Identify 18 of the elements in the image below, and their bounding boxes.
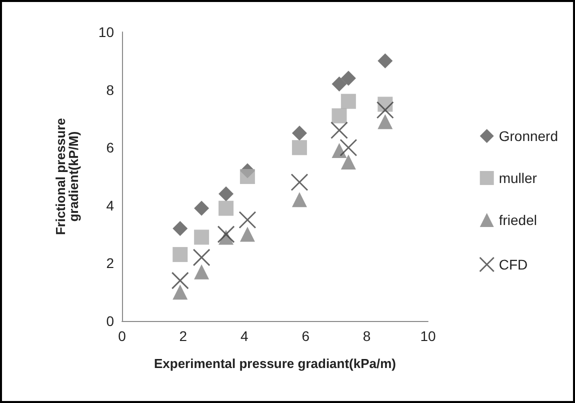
legend-label: muller: [498, 170, 538, 186]
x-tick-label: 2: [179, 328, 188, 344]
x-axis-title: Experimental pressure gradiant(kPa/m): [154, 356, 396, 371]
y-tick-label: 6: [106, 140, 114, 156]
x-tick-label: 4: [240, 328, 248, 344]
x-tick-label: 0: [118, 328, 126, 344]
legend-label: friedel: [498, 212, 537, 228]
y-tick-label: 2: [106, 255, 114, 272]
x-tick-label: 10: [420, 328, 436, 344]
legend-label: Gronnerd: [498, 128, 558, 144]
y-tick-label: 10: [98, 24, 114, 40]
legend-label: CFD: [498, 256, 528, 272]
y-tick-label: 8: [106, 82, 114, 98]
y-axis-title: Frictional pressure gradient(kP/M): [53, 118, 81, 236]
x-tick-label: 8: [362, 328, 371, 344]
x-tick-label: 6: [302, 328, 310, 344]
y-tick-label: 0: [106, 313, 114, 329]
y-tick-label: 4: [106, 197, 114, 214]
